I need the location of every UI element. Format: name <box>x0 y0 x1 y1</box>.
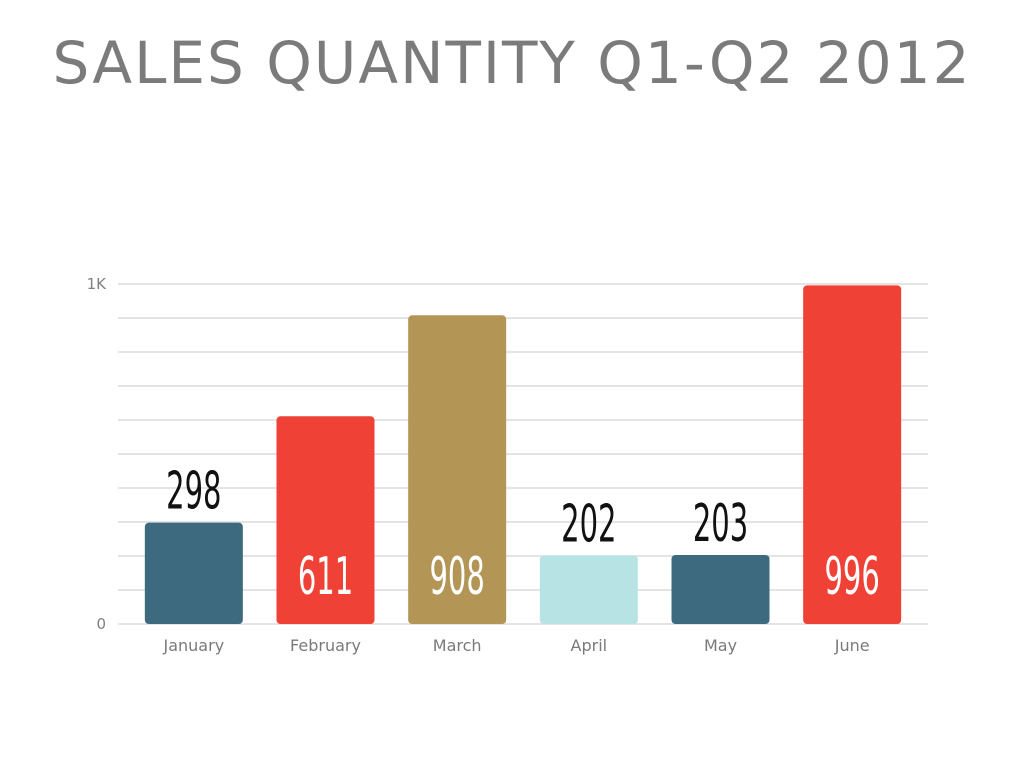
y-tick-label: 1K <box>87 275 108 293</box>
bar-april <box>539 555 638 624</box>
y-tick-labels: 0 1K <box>87 275 108 633</box>
bar-june <box>803 285 902 624</box>
bar-may <box>671 554 770 624</box>
x-tick-label-april: April <box>571 636 608 655</box>
bar-february <box>276 416 375 624</box>
data-label-may: 203 <box>693 494 748 554</box>
x-tick-label-january: January <box>163 636 225 655</box>
gridlines <box>118 283 928 625</box>
data-label-june: 996 <box>824 547 879 607</box>
data-label-january: 298 <box>166 462 221 522</box>
data-label-march: 908 <box>429 547 484 607</box>
x-tick-label-march: March <box>433 636 482 655</box>
bar-march <box>408 315 507 624</box>
chart-title: SALES QUANTITY Q1-Q2 2012 <box>52 29 972 97</box>
y-tick-label: 0 <box>96 615 106 633</box>
bar-january <box>144 522 243 624</box>
x-tick-label-may: May <box>704 636 737 655</box>
bars <box>144 285 902 624</box>
x-tick-labels: January February March April May June <box>163 636 870 655</box>
data-label-april: 202 <box>561 494 616 554</box>
x-tick-label-february: February <box>290 636 361 655</box>
data-label-february: 611 <box>298 547 353 607</box>
data-labels: 298 611 908 202 203 996 <box>166 462 880 607</box>
x-tick-label-june: June <box>834 636 870 655</box>
